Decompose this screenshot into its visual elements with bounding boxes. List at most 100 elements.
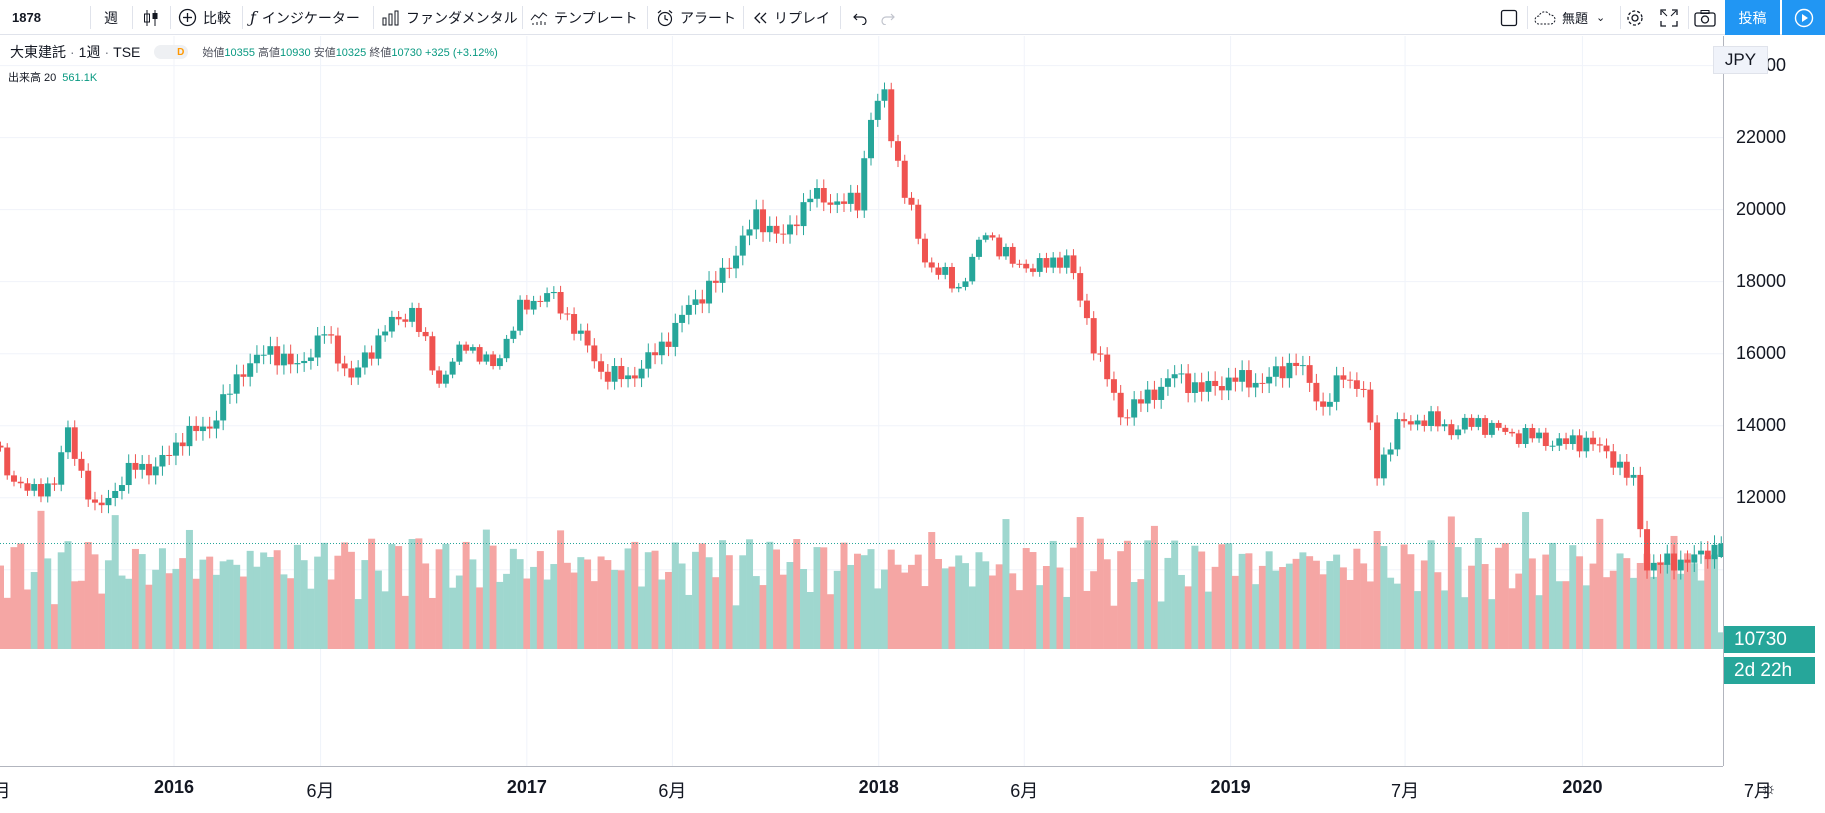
volume-bar (71, 581, 79, 649)
candle-body (726, 267, 733, 269)
volume-bar (611, 569, 619, 649)
candle-body (550, 291, 557, 294)
candle-body (98, 502, 105, 506)
volume-bar (773, 549, 781, 649)
volume-bar (314, 556, 322, 649)
volume-bar (64, 541, 72, 649)
volume-bar (800, 568, 808, 649)
volume-bar (1056, 567, 1064, 649)
candle-body (544, 293, 551, 302)
volume-bar (705, 557, 713, 649)
candle-body (172, 442, 179, 456)
candle-body (199, 426, 206, 432)
fundamentals-button[interactable]: ファンダメンタル (382, 0, 518, 35)
candle-body (1245, 370, 1252, 388)
volume-label: 出来高 20 (8, 72, 57, 84)
volume-bar (1326, 561, 1334, 649)
candle-body (274, 346, 281, 366)
volume-bar (1468, 565, 1476, 649)
candle-body (1684, 559, 1691, 563)
volume-bar (1535, 595, 1543, 649)
candle-body (145, 463, 152, 476)
compare-button[interactable]: 比較 (178, 0, 231, 35)
currency-button[interactable]: JPY (1713, 46, 1768, 74)
symbol-search[interactable]: 1878 (12, 0, 41, 35)
publish-button[interactable]: 投稿 (1725, 0, 1780, 35)
volume-bar (1198, 551, 1206, 649)
candle-body (179, 442, 186, 447)
volume-bar (880, 569, 888, 649)
volume-bar (233, 564, 241, 649)
add-circle-icon (178, 8, 197, 27)
candle-body (422, 331, 429, 337)
candle-body (1596, 444, 1603, 446)
candles-icon (144, 9, 158, 26)
undo-button[interactable] (852, 0, 868, 35)
volume-bar (1447, 516, 1455, 649)
volume-bar (1292, 558, 1300, 649)
chevron-down-icon: ⌄ (1596, 12, 1606, 24)
candle-body (672, 322, 679, 347)
alerts-button[interactable]: アラート (656, 0, 736, 35)
data-status-badge[interactable]: D (154, 45, 189, 59)
redo-button[interactable] (880, 0, 896, 35)
dot-separator: · (70, 44, 75, 60)
volume-bar (577, 557, 585, 649)
time-axis-label: 2018 (858, 777, 899, 797)
time-axis-label: 7月 (1743, 781, 1772, 801)
snapshot-button[interactable] (1694, 0, 1716, 35)
candle-body (1158, 386, 1165, 400)
candle-body (0, 445, 4, 448)
candle-body (1212, 380, 1219, 387)
settings-button[interactable] (1624, 0, 1646, 35)
volume-bar (833, 570, 841, 649)
volume-bar (968, 586, 976, 649)
candle-body (921, 238, 928, 263)
volume-bar (1630, 577, 1638, 649)
time-axis[interactable]: 7月 2016 6月 2017 6月 2018 6月 2019 7月 2020 7月 (0, 766, 1772, 813)
candle-body (4, 447, 11, 476)
volume-bar (469, 559, 477, 649)
fullscreen-button[interactable] (1660, 0, 1678, 35)
volume-bar (1677, 573, 1685, 649)
volume-bar (692, 551, 700, 649)
candle-body (894, 141, 901, 161)
volume-bar (1522, 512, 1530, 649)
interval-button[interactable]: 週 (104, 0, 118, 35)
volume-bar (1225, 543, 1233, 649)
volume-bar (766, 541, 774, 649)
candle-body (1374, 422, 1381, 479)
candle-body (1698, 550, 1705, 555)
publish-dropdown-button[interactable] (1782, 0, 1825, 35)
candle-body (1495, 422, 1502, 428)
volume-bar (1569, 545, 1577, 649)
price-chart[interactable] (0, 36, 1723, 766)
volume-bar (341, 542, 349, 649)
replay-button[interactable]: リプレイ (752, 0, 830, 35)
candle-body (1083, 300, 1090, 319)
volume-bar (422, 563, 430, 649)
candle-body (645, 352, 652, 369)
candle-body (1367, 389, 1374, 423)
low-label: 安値 (313, 47, 336, 59)
candle-body (1603, 445, 1610, 452)
volume-bar (934, 558, 942, 649)
axis-settings-button[interactable]: ☼ (1760, 778, 1777, 799)
volume-bar (273, 550, 281, 649)
volume-bar (1123, 540, 1131, 649)
volume-bar (874, 588, 882, 649)
candle-body (928, 262, 935, 268)
indicators-button[interactable]: ƒ インジケーター (250, 0, 360, 35)
candle-body (1178, 373, 1185, 375)
volume-bar (1339, 567, 1347, 649)
candle-body (1110, 379, 1117, 393)
last-price-label: 10730 (1734, 628, 1787, 650)
save-layout-button[interactable]: 無題 ⌄ (1534, 0, 1605, 35)
undo-icon (853, 13, 867, 25)
volume-bar (1164, 557, 1172, 649)
layout-select-button[interactable] (1500, 0, 1518, 35)
chart-style-button[interactable] (142, 0, 160, 35)
candle-body (159, 454, 166, 467)
templates-button[interactable]: テンプレート (530, 0, 638, 35)
candle-body (328, 334, 335, 336)
